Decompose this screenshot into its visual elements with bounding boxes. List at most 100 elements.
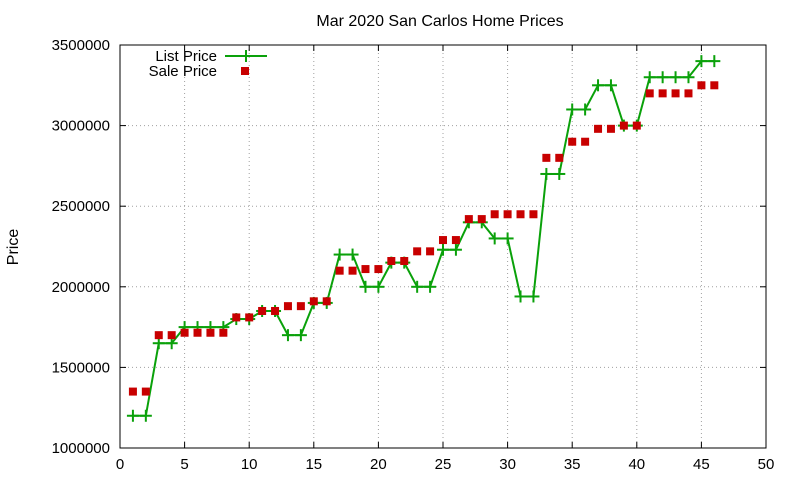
list-price-point (359, 280, 372, 293)
list-price-point (165, 337, 178, 350)
list-price-point (437, 243, 449, 256)
sale-price-point (400, 257, 409, 266)
sale-price-point (645, 89, 654, 98)
list-price-point (527, 290, 540, 303)
y-tick-label: 1500000 (52, 359, 110, 376)
sale-price-point (658, 89, 667, 98)
sale-price-point (477, 215, 486, 224)
sale-price-point (710, 81, 719, 90)
list-price-point (643, 71, 656, 84)
list-price-point (333, 248, 346, 261)
sale-price-point (594, 124, 603, 133)
x-tick-label: 15 (305, 456, 322, 473)
sale-price-point (154, 331, 163, 340)
sale-price-point (335, 266, 344, 275)
sale-price-point (322, 297, 331, 306)
list-price-point (488, 232, 501, 245)
sale-price-point (503, 210, 512, 219)
sale-price-point (632, 121, 641, 130)
x-tick-label: 45 (693, 456, 710, 473)
y-tick-label: 2000000 (52, 279, 110, 296)
list-price-point (449, 243, 462, 256)
legend-label-sale-price: Sale Price (149, 63, 217, 80)
legend: List Price Sale Price (149, 48, 267, 80)
sale-price-point (309, 297, 318, 306)
y-tick-label: 1000000 (52, 440, 110, 457)
list-price-point (126, 409, 139, 422)
sale-price-point (490, 210, 499, 219)
sale-price-point (697, 81, 706, 90)
list-price-point (566, 103, 579, 116)
list-price-point (540, 167, 553, 180)
list-price-point (553, 167, 566, 180)
list-price-point (294, 329, 307, 342)
y-tick-label: 3000000 (52, 118, 110, 135)
x-tick-label: 10 (241, 456, 258, 473)
list-price-point (501, 232, 514, 245)
sale-price-point (219, 328, 228, 337)
list-price-point (514, 290, 527, 303)
sale-price-point (374, 265, 383, 274)
series-list-price (126, 55, 721, 422)
y-axis-label: Price (5, 229, 22, 266)
sale-price-point (606, 124, 615, 133)
sale-price-point (439, 236, 447, 245)
sale-price-point (283, 302, 292, 311)
sale-price-point (271, 306, 280, 315)
sale-price-point (232, 313, 241, 322)
x-tick-label: 25 (435, 456, 452, 473)
sale-price-point (619, 121, 628, 130)
sale-price-point (516, 210, 525, 219)
sale-price-point (671, 89, 680, 98)
list-price-point (592, 79, 605, 92)
x-tick-label: 35 (564, 456, 581, 473)
sale-price-point (568, 137, 577, 146)
sale-price-point (167, 331, 176, 340)
x-tick-label: 20 (370, 456, 387, 473)
y-tick-label: 2500000 (52, 198, 110, 215)
list-price-point (708, 55, 721, 68)
sale-price-point (581, 137, 590, 146)
list-price-point (411, 280, 424, 293)
sale-price-point (529, 210, 538, 219)
x-tick-label: 50 (758, 456, 775, 473)
sale-price-point (451, 236, 460, 245)
list-price-point (372, 280, 385, 293)
legend-marker-sale-price (241, 67, 249, 75)
list-price-point (669, 71, 682, 84)
list-price-point (152, 337, 165, 350)
list-price-point (579, 103, 592, 116)
list-price-point (604, 79, 617, 92)
list-price-point (424, 280, 437, 293)
x-tick-label: 30 (499, 456, 516, 473)
sale-price-point (464, 215, 473, 224)
list-price-point (682, 71, 695, 84)
sale-price-point (555, 153, 564, 162)
y-tick-label: 3500000 (52, 37, 110, 54)
list-price-point (139, 409, 152, 422)
sale-price-point (542, 153, 551, 162)
sale-price-point (361, 265, 370, 274)
list-price-point (695, 55, 708, 68)
list-price-point (656, 71, 669, 84)
sale-price-point (296, 302, 305, 311)
sale-price-point (413, 247, 422, 256)
legend-marker-list-price (240, 50, 252, 62)
list-price-line (132, 60, 715, 417)
sale-price-point (180, 328, 189, 337)
list-price-point (281, 329, 294, 342)
sale-price-point (387, 257, 396, 266)
sale-price-point (206, 328, 215, 337)
x-tick-label: 40 (628, 456, 645, 473)
sale-price-point (141, 387, 150, 396)
list-price-point (346, 248, 359, 261)
sale-price-point (258, 306, 267, 315)
sale-price-point (128, 387, 137, 396)
chart-title: Mar 2020 San Carlos Home Prices (316, 13, 563, 30)
x-tick-label: 5 (180, 456, 188, 473)
series-sale-price (128, 81, 719, 396)
sale-price-point (426, 247, 435, 256)
legend-label-list-price: List Price (155, 48, 217, 65)
sale-price-point (684, 89, 693, 98)
